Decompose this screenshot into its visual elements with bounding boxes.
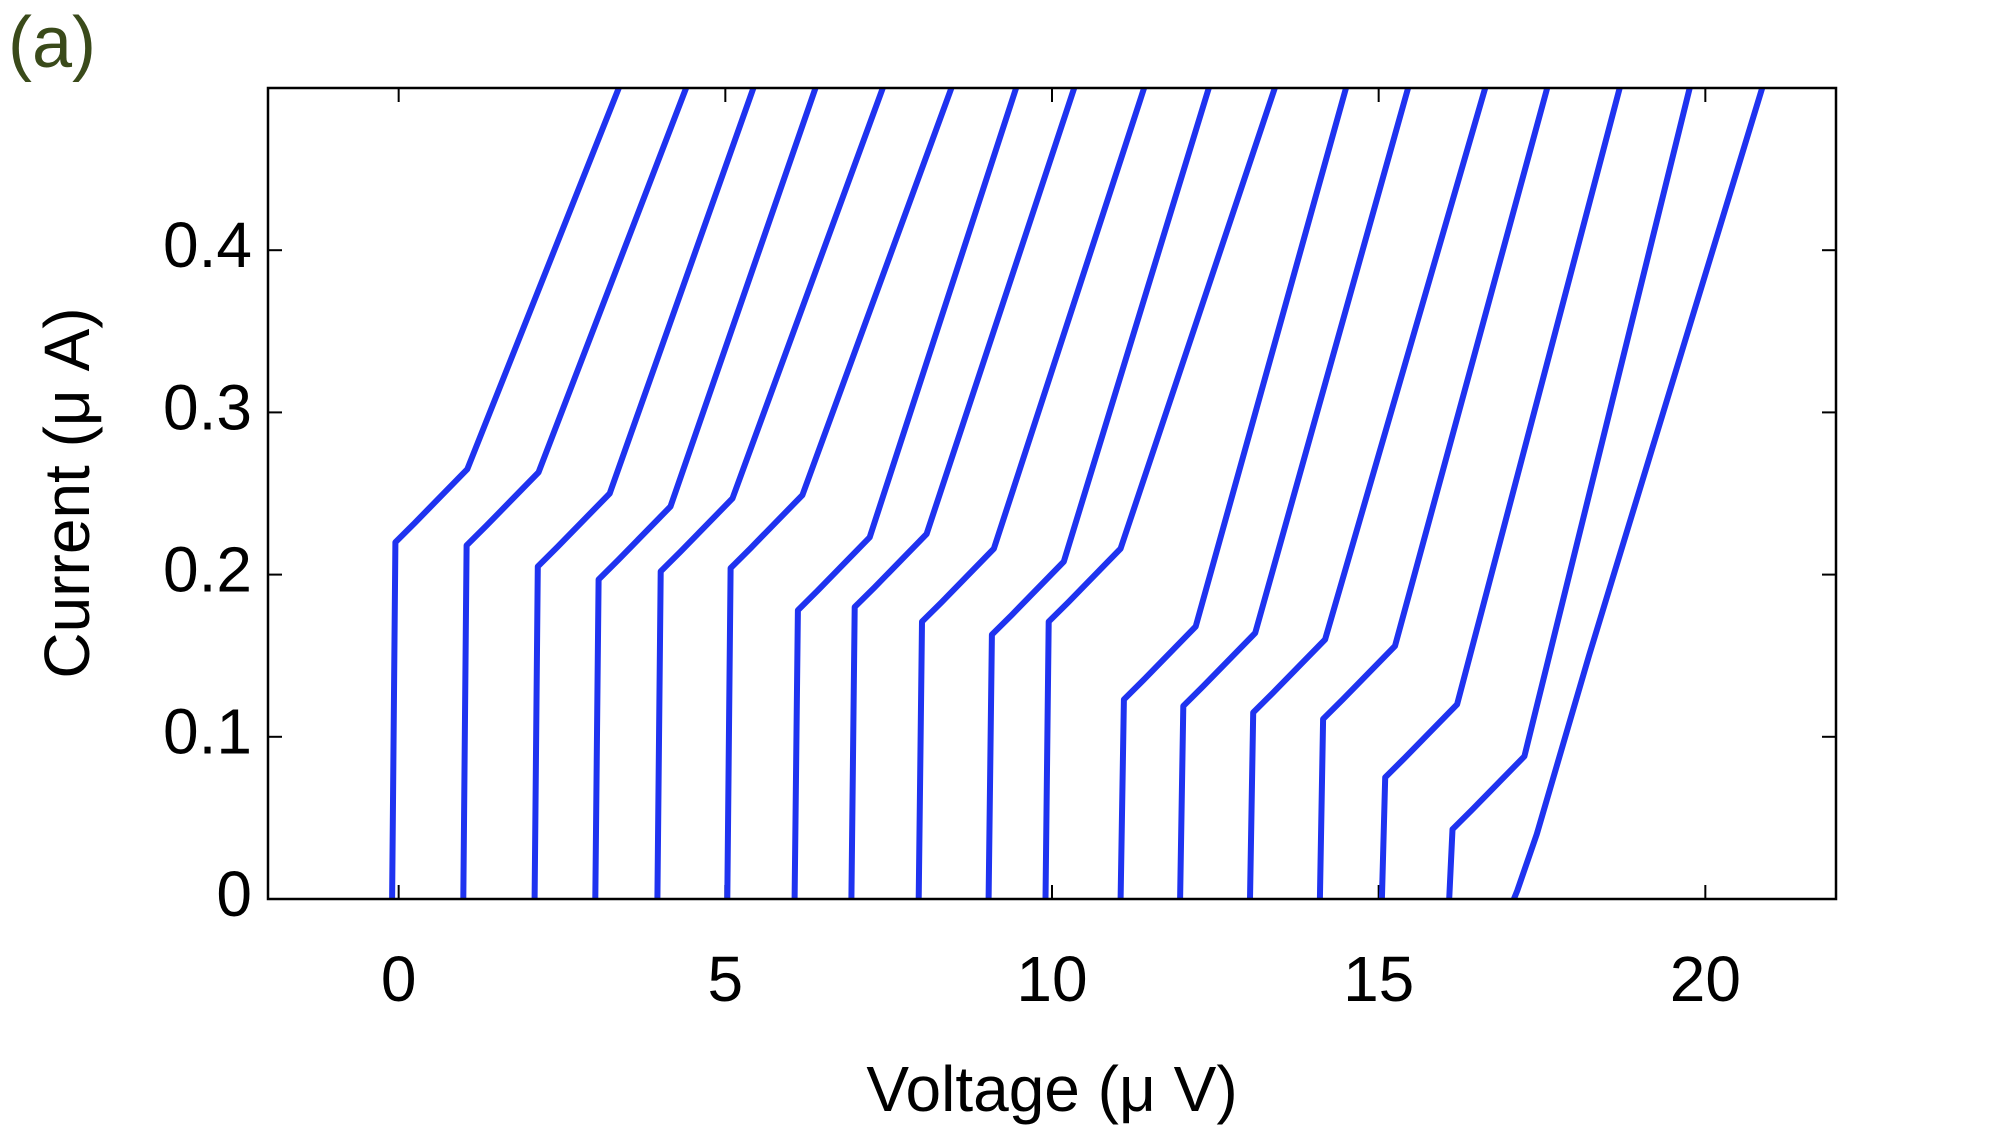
curve <box>1511 87 1766 901</box>
chart-title: (a) <box>8 3 96 83</box>
x-axis-label: Voltage (μ V) <box>866 1053 1237 1125</box>
curve <box>985 87 1212 900</box>
x-tick-label: 0 <box>381 943 417 1015</box>
curve <box>1446 87 1693 900</box>
plot-frame <box>266 86 1838 901</box>
curve <box>1177 87 1411 900</box>
curve <box>1316 87 1551 900</box>
curve <box>1378 87 1623 900</box>
curve <box>592 87 819 900</box>
x-tick-label: 20 <box>1670 943 1741 1015</box>
x-tick-label: 15 <box>1343 943 1414 1015</box>
y-tick-label: 0 <box>216 858 252 930</box>
curve <box>848 87 1078 900</box>
curve <box>654 86 886 900</box>
curve <box>915 87 1147 900</box>
x-tick-label: 10 <box>1016 943 1087 1015</box>
y-tick-label: 0.4 <box>163 209 252 281</box>
curve <box>1117 87 1349 900</box>
x-tick-label: 5 <box>708 943 744 1015</box>
y-axis-label: Current (μ A) <box>31 307 103 678</box>
curve <box>1042 87 1278 900</box>
y-tick-label: 0.3 <box>163 371 252 443</box>
curve <box>460 86 689 900</box>
curve <box>389 86 622 900</box>
curve <box>724 86 955 900</box>
curve <box>531 86 757 900</box>
y-tick-label: 0.2 <box>163 534 252 606</box>
curve <box>1247 87 1489 900</box>
curve <box>791 87 1019 900</box>
y-tick-label: 0.1 <box>163 696 252 768</box>
